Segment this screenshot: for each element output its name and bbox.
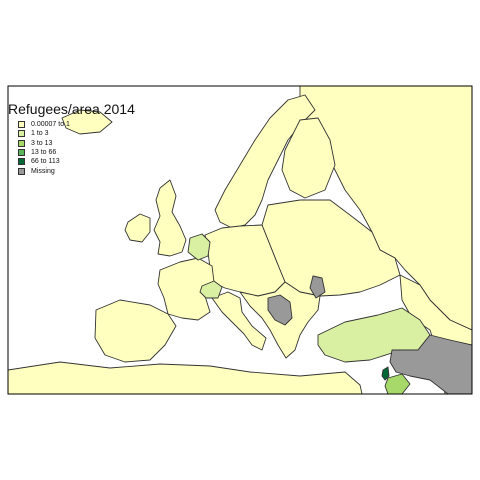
legend-label: 13 to 66 [31,149,56,156]
legend-title: Refugees/area 2014 [8,101,135,117]
legend-item: 13 to 66 [18,148,70,157]
legend-swatch [18,140,25,147]
legend-label: 66 to 113 [31,158,60,165]
legend-swatch [18,121,25,128]
legend-item: 0.00007 to 1 [18,120,70,129]
legend-swatch [18,168,25,175]
legend-label: Missing [31,168,55,175]
legend-swatch [18,158,25,165]
legend-label: 3 to 13 [31,140,52,147]
legend-item: 1 to 3 [18,129,70,138]
legend-item: 66 to 113 [18,157,70,166]
legend: 0.00007 to 1 1 to 3 3 to 13 13 to 66 66 … [18,120,70,176]
legend-swatch [18,149,25,156]
legend-label: 1 to 3 [31,130,49,137]
legend-item: 3 to 13 [18,139,70,148]
legend-label: 0.00007 to 1 [31,121,70,128]
legend-swatch [18,130,25,137]
legend-item: Missing [18,166,70,175]
